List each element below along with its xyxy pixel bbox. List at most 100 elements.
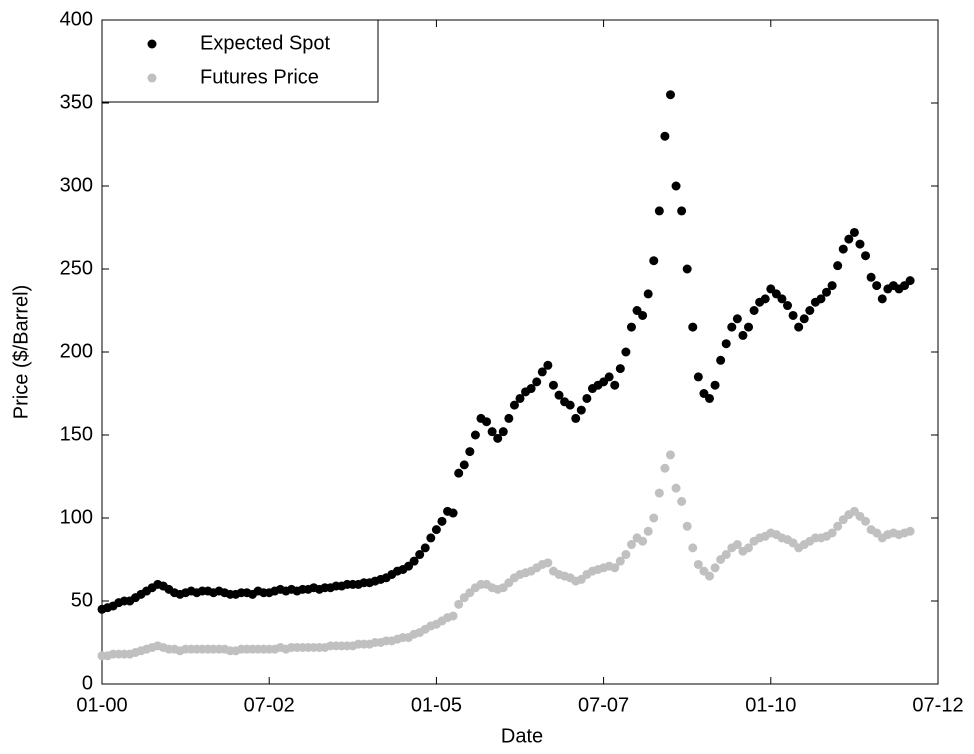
point	[744, 322, 754, 332]
point	[671, 181, 681, 191]
point	[604, 372, 614, 382]
point	[760, 294, 770, 304]
x-tick-label: 01-05	[411, 694, 462, 716]
point	[861, 251, 871, 261]
legend-box	[101, 19, 379, 103]
point	[493, 433, 503, 443]
legend-marker	[147, 39, 157, 49]
point	[571, 413, 581, 423]
point	[816, 294, 826, 304]
point	[654, 488, 664, 498]
point	[548, 380, 558, 390]
point	[649, 513, 659, 523]
point	[788, 310, 798, 320]
point	[866, 272, 876, 282]
x-tick-label: 07-02	[244, 694, 295, 716]
point	[805, 306, 815, 315]
point	[710, 380, 720, 390]
point	[459, 460, 469, 470]
point	[693, 559, 703, 569]
y-tick-label: 400	[60, 8, 93, 30]
point	[454, 599, 464, 609]
point	[833, 521, 843, 531]
y-tick-label: 150	[60, 423, 93, 445]
point	[409, 556, 419, 566]
point	[671, 483, 681, 493]
point	[431, 525, 441, 535]
point	[716, 355, 726, 365]
y-tick-label: 100	[60, 506, 93, 528]
point	[509, 400, 519, 410]
point	[543, 558, 553, 568]
point	[877, 294, 887, 304]
point	[749, 306, 759, 315]
point	[615, 556, 625, 566]
point	[849, 227, 859, 237]
y-tick-label: 50	[71, 589, 93, 611]
point	[448, 611, 458, 621]
point	[621, 550, 631, 560]
legend-label: Expected Spot	[200, 32, 331, 54]
legend-label: Futures Price	[200, 66, 319, 88]
point	[465, 447, 475, 457]
point	[626, 540, 636, 550]
y-tick-label: 200	[60, 340, 93, 362]
point	[660, 463, 670, 473]
point	[537, 367, 547, 377]
point	[704, 393, 714, 403]
point	[554, 390, 564, 400]
point	[654, 206, 664, 216]
point	[861, 516, 871, 526]
point	[420, 543, 430, 553]
point	[515, 393, 525, 403]
point	[688, 543, 698, 553]
y-tick-label: 0	[82, 672, 93, 694]
x-tick-label: 07-07	[578, 694, 629, 716]
point	[827, 281, 837, 291]
point	[582, 393, 592, 403]
point	[677, 496, 687, 506]
x-tick-label: 01-00	[76, 694, 127, 716]
legend-marker	[147, 73, 157, 83]
point	[610, 380, 620, 390]
point	[732, 540, 742, 550]
point	[454, 468, 464, 478]
point	[833, 261, 843, 271]
y-tick-label: 250	[60, 257, 93, 279]
point	[693, 372, 703, 382]
point	[732, 314, 742, 324]
point	[872, 281, 882, 291]
y-axis-label: Price ($/Barrel)	[10, 285, 32, 419]
point	[643, 289, 653, 299]
point	[744, 543, 754, 553]
y-tick-label: 300	[60, 174, 93, 196]
point	[721, 339, 731, 349]
point	[827, 528, 837, 538]
point	[498, 427, 508, 437]
point	[487, 427, 497, 437]
point	[638, 310, 648, 320]
point	[794, 322, 804, 332]
point	[643, 526, 653, 536]
point	[682, 521, 692, 531]
y-tick-label: 350	[60, 91, 93, 113]
point	[626, 322, 636, 332]
point	[682, 264, 692, 274]
point	[777, 294, 787, 304]
point	[783, 301, 793, 311]
point	[448, 508, 458, 518]
point	[532, 377, 542, 387]
point	[526, 384, 536, 394]
point	[565, 400, 575, 410]
point	[710, 563, 720, 573]
point	[822, 287, 832, 297]
point	[543, 360, 553, 370]
point	[615, 364, 625, 374]
point	[649, 256, 659, 266]
point	[665, 90, 675, 100]
point	[799, 314, 809, 324]
point	[576, 405, 586, 415]
point	[838, 244, 848, 254]
point	[738, 330, 748, 340]
point	[660, 131, 670, 141]
